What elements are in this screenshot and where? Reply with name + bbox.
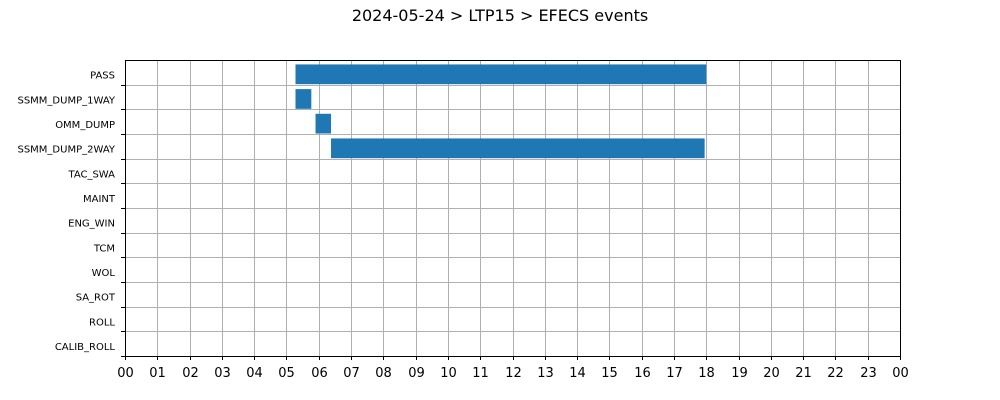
grid-layer [125, 60, 901, 357]
x-tick-label: 21 [795, 366, 812, 381]
x-tick-label: 07 [343, 366, 360, 381]
y-tick-label: CALIB_ROLL [55, 342, 116, 353]
y-tick-label: PASS [90, 71, 115, 82]
event-bar-pass [295, 64, 707, 85]
y-tick-label: OMM_DUMP [55, 120, 115, 131]
x-tick-label: 15 [601, 366, 618, 381]
bars-layer [295, 64, 707, 159]
x-tick-label: 06 [311, 366, 328, 381]
event-bar-omm-dump [315, 113, 332, 134]
x-tick-label: 16 [634, 366, 651, 381]
y-tick-label: WOL [92, 268, 116, 279]
x-tick-label: 17 [666, 366, 683, 381]
y-tick-label: SA_ROT [76, 293, 116, 304]
x-tick-label: 14 [569, 366, 586, 381]
x-tick-label: 18 [698, 366, 715, 381]
x-tick-label: 13 [537, 366, 554, 381]
x-tick-label: 01 [149, 366, 166, 381]
x-tick-label: 02 [182, 366, 199, 381]
x-tick-label: 09 [408, 366, 425, 381]
x-tick-label: 00 [892, 366, 909, 381]
y-tick-label: ROLL [89, 317, 115, 328]
x-tick-label: 20 [763, 366, 780, 381]
x-tick-label: 03 [214, 366, 231, 381]
x-tick-label: 04 [246, 366, 263, 381]
x-tick-label: 08 [375, 366, 392, 381]
y-tick-label: SSMM_DUMP_1WAY [17, 95, 115, 106]
x-tick-label: 00 [117, 366, 134, 381]
event-bar-ssmm-dump-2way [331, 138, 705, 159]
chart-title: 2024-05-24 > LTP15 > EFECS events [351, 6, 649, 25]
y-tick-label: SSMM_DUMP_2WAY [17, 145, 115, 156]
x-tick-label: 19 [731, 366, 748, 381]
x-tick-label: 12 [505, 366, 522, 381]
x-tick-label: 11 [472, 366, 489, 381]
x-tick-label: 10 [440, 366, 457, 381]
event-bar-ssmm-dump-1way [295, 89, 312, 109]
y-tick-label: MAINT [83, 194, 116, 205]
x-tick-label: 23 [860, 366, 877, 381]
ticks-layer: 00 01 02 03 04 05 06 07 08 09 10 11 12 13 14 15 16 17 18 19… [17, 71, 908, 381]
x-tick-label: 05 [278, 366, 295, 381]
y-tick-label: ENG_WIN [68, 219, 115, 230]
x-tick-label: 22 [827, 366, 844, 381]
y-tick-label: TCM [93, 243, 115, 254]
y-tick-label: TAC_SWA [67, 169, 115, 180]
